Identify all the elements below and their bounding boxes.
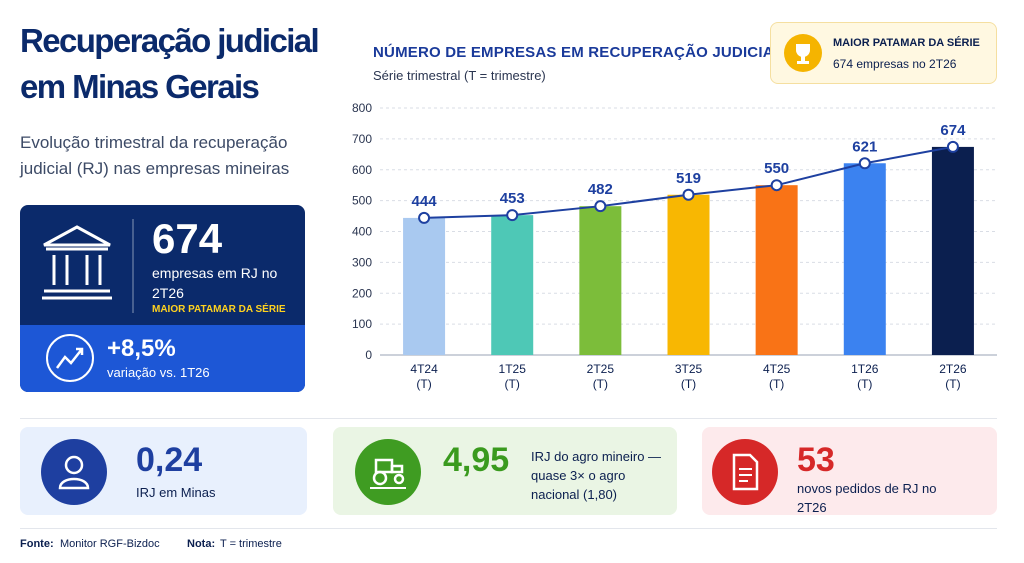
trend-point: [594, 200, 607, 213]
value-label: 453: [500, 190, 525, 207]
trend-point: [682, 188, 695, 201]
value-label: 621: [852, 138, 877, 155]
trend-point: [770, 179, 783, 192]
trend-point: [418, 211, 431, 224]
stat-label: IRJ em Minas: [136, 485, 216, 500]
stat-card: 4,95 IRJ do agro mineiro — quase 3× o ag…: [333, 427, 677, 515]
highlight-tag: MAIOR PATAMAR DA SÉRIE: [152, 304, 286, 315]
value-label: 482: [588, 181, 613, 198]
record-badge: MAIOR PATAMAR DA SÉRIE 674 empresas no 2…: [770, 22, 997, 84]
highlight-change-label: variação vs. 1T26: [107, 365, 210, 380]
stat-value: 0,24: [136, 441, 203, 479]
y-tick-label: 400: [352, 225, 372, 239]
value-label: 519: [676, 170, 701, 187]
bar: [491, 215, 534, 355]
highlight-change: +8,5%: [107, 335, 176, 362]
y-tick-label: 600: [352, 163, 372, 177]
person-icon: [41, 439, 107, 505]
page-subtitle: Evolução trimestral da recuperação judic…: [20, 133, 290, 178]
source-label: Fonte:: [20, 538, 54, 550]
highlight-icons: [42, 219, 134, 382]
stat-value: 4,95: [443, 441, 510, 479]
document-icon: [712, 439, 778, 505]
x-tick-label: 2T25 (T): [587, 362, 615, 391]
x-tick-label: 3T25 (T): [675, 362, 703, 391]
trophy-icon: [784, 34, 822, 72]
stat-label: novos pedidos de RJ no 2T26: [797, 481, 937, 515]
x-tick-label: 1T26 (T): [851, 362, 879, 391]
x-tick-label: 2T26 (T): [939, 362, 967, 391]
page-title: Recuperação judicial em Minas Gerais: [20, 22, 320, 105]
y-tick-label: 800: [352, 101, 372, 115]
divider: [20, 418, 997, 419]
y-tick-label: 100: [352, 317, 372, 331]
y-tick-label: 200: [352, 286, 372, 300]
stat-card: 0,24 IRJ em Minas: [20, 427, 307, 515]
value-label: 444: [412, 193, 438, 210]
stat-label: IRJ do agro mineiro — quase 3× o agro na…: [531, 449, 662, 502]
source: Monitor RGF-Bizdoc: [60, 538, 160, 550]
bar: [403, 217, 446, 355]
y-tick-label: 700: [352, 132, 372, 146]
stat-value: 53: [797, 441, 835, 479]
badge-text: 674 empresas no 2T26: [833, 57, 957, 71]
note-label: Nota:: [187, 538, 216, 550]
value-label: 674: [940, 122, 966, 139]
bar: [931, 146, 974, 355]
chart-title: NÚMERO DE EMPRESAS EM RECUPERAÇÃO JUDICI…: [373, 44, 784, 61]
highlight-label: empresas em RJ no 2T26: [152, 265, 278, 301]
y-tick-label: 0: [365, 348, 372, 362]
chart: 0 100 200 300 400 500 600 700 800 4T24 (T) 1T25 (T) 2…: [352, 101, 997, 391]
bar: [843, 163, 886, 355]
highlight-card: 674 empresas em RJ no 2T26 MAIOR PATAMAR…: [20, 205, 305, 392]
x-tick-label: 4T25 (T): [763, 362, 791, 391]
tractor-icon: [355, 439, 421, 505]
y-tick-label: 300: [352, 255, 372, 269]
trend-point: [506, 209, 519, 222]
stat-card: 53 novos pedidos de RJ no 2T26: [702, 427, 997, 515]
trend-point: [858, 157, 871, 170]
divider: [20, 528, 997, 529]
chart-subtitle: Série trimestral (T = trimestre): [373, 68, 546, 83]
bar: [667, 194, 710, 355]
badge-title: MAIOR PATAMAR DA SÉRIE: [833, 37, 980, 49]
x-tick-label: 4T24 (T): [410, 362, 438, 391]
highlight-value: 674: [152, 215, 223, 262]
value-label: 550: [764, 160, 789, 177]
note: T = trimestre: [220, 538, 282, 550]
trend-point: [946, 140, 959, 153]
y-tick-label: 500: [352, 194, 372, 208]
bar: [755, 185, 798, 355]
bar: [579, 206, 622, 355]
x-tick-label: 1T25 (T): [499, 362, 527, 391]
